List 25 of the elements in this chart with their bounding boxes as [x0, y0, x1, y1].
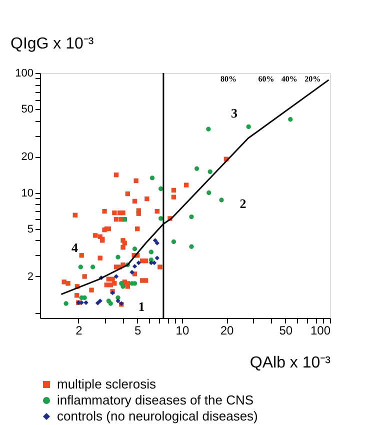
annotation: 40% — [281, 74, 298, 84]
annotation: 3 — [231, 105, 238, 120]
x-axis-title: QAlb x 10⁻³ — [250, 354, 332, 372]
annotation: 1 — [138, 298, 145, 314]
annotation: 2 — [240, 196, 246, 211]
annotation: 80% — [220, 74, 236, 84]
x-tick-label: 50 — [279, 324, 293, 338]
x-tick-label: 100 — [310, 324, 331, 338]
legend-label: inflammatory diseases of the CNS — [57, 392, 254, 408]
x-tick-label: 2 — [76, 324, 83, 338]
annotation: 60% — [258, 74, 274, 84]
legend-label: multiple sclerosis — [57, 376, 156, 392]
legend-label: controls (no neurological diseases) — [57, 408, 258, 424]
y-tick-label: 100 — [15, 68, 34, 80]
y-tick-label: 50 — [21, 104, 34, 116]
x-tick-label: 20 — [220, 324, 234, 338]
y-tick-label: 2 — [27, 270, 34, 283]
y-tick-label: 20 — [21, 151, 34, 164]
y-axis-title: QIgG x 10⁻³ — [10, 36, 94, 52]
y-tick-label: 5 — [27, 223, 34, 236]
annotation: 20% — [304, 74, 321, 84]
annotation: 4 — [72, 240, 79, 256]
x-tick-label: 10 — [176, 324, 190, 338]
y-tick-label: 10 — [21, 187, 34, 200]
x-tick-label: 5 — [134, 324, 142, 338]
